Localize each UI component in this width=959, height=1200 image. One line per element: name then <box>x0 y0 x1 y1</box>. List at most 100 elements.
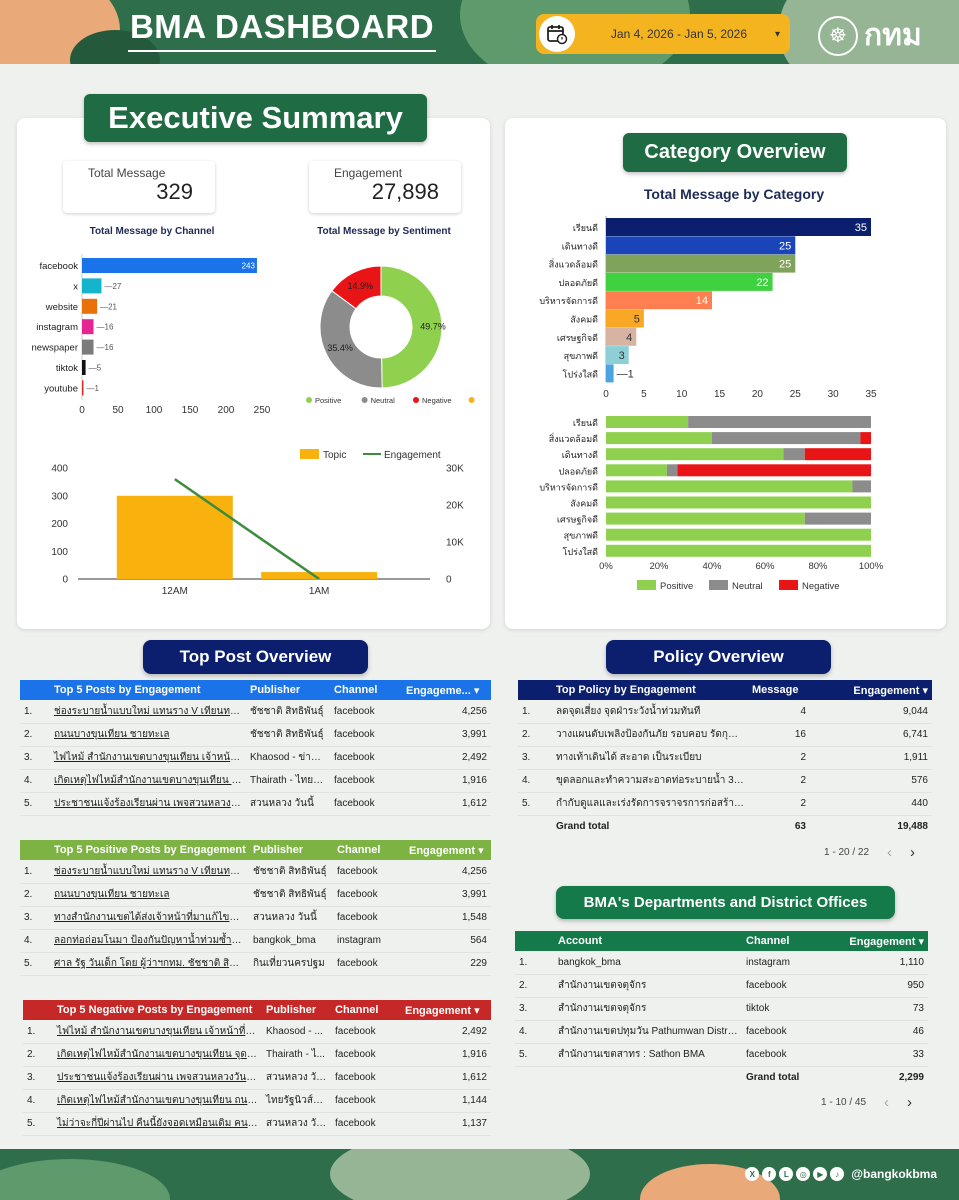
table-row[interactable]: 2. ถนนบางขุนเทียน ชายทะเล ชัชชาติ สิทธิพัน… <box>20 883 491 907</box>
column-header-publisher[interactable]: Publisher <box>250 684 301 696</box>
post-title-link[interactable]: เกิดเหตุไฟไหม้สำนักงานเขตบางขุนเทียน จุด… <box>50 769 246 793</box>
post-title-link[interactable]: ถนนบางขุนเทียน ชายทะเล <box>50 723 246 747</box>
prev-page-icon[interactable]: ‹ <box>884 1094 890 1111</box>
category-label: x <box>73 281 78 292</box>
column-header-post[interactable]: Top 5 Positive Posts by Engagement <box>54 844 246 856</box>
x-icon[interactable]: X <box>745 1167 760 1181</box>
social-handle[interactable]: @bangkokbma <box>851 1167 937 1181</box>
post-title-link[interactable]: ลอกท่อถ่อมโนมา ป้องกันปัญหาน้ำท่วมซ้ำซาก… <box>50 929 249 953</box>
post-title-link[interactable]: ช่องระบายน้ำแบบใหม่ แทนราง V เทียนทะเล 7 <box>50 860 249 884</box>
table-row[interactable]: 3. ประชาชนแจ้งร้องเรียนผ่าน เพจสวนหลวงวัน… <box>23 1066 491 1090</box>
tiktok-icon[interactable]: ♪ <box>830 1167 845 1181</box>
column-header-engagement[interactable]: Engagement ▾ <box>409 844 484 857</box>
stacked-bar-segment <box>606 432 712 445</box>
post-title-link[interactable]: ไม่ว่าจะกี่ปีผ่านไป คืนนี้ยังจอดเหมือนเด… <box>53 1112 262 1136</box>
table-row[interactable]: 5. สำนักงานเขตสาทร : Sathon BMA facebook 33 <box>515 1043 928 1067</box>
column-header-publisher[interactable]: Publisher <box>266 1004 317 1016</box>
column-header-message[interactable]: Message <box>752 684 799 696</box>
table-row[interactable]: 4. ลอกท่อถ่อมโนมา ป้องกันปัญหาน้ำท่วมซ้ำซ… <box>20 929 491 953</box>
table-row[interactable]: 4. เกิดเหตุไฟไหม้สำนักงานเขตบางขุนเทียน จ… <box>20 769 491 793</box>
column-header-channel[interactable]: Channel <box>335 1004 379 1016</box>
table-row[interactable]: 2. วางแผนดับเพลิงป้องกันภัย รอบคอบ รัดกุม… <box>518 723 932 747</box>
post-title-link[interactable]: ไฟไหม้ สำนักงานเขตบางขุนเทียน เจ้าหน้าที… <box>53 1020 262 1044</box>
table-row[interactable]: 3. ไฟไหม้ สำนักงานเขตบางขุนเทียน เจ้าหน้า… <box>20 746 491 770</box>
engagement-value: 2,492 <box>402 746 491 770</box>
sentiment-chart-title: Total Message by Sentiment <box>317 226 451 237</box>
next-page-icon[interactable]: › <box>907 1094 913 1111</box>
column-header-policy[interactable]: Top Policy by Engagement <box>556 684 696 696</box>
table-row[interactable]: 1. ไฟไหม้ สำนักงานเขตบางขุนเทียน เจ้าหน้า… <box>23 1020 491 1044</box>
category-label: instagram <box>36 322 78 333</box>
table-row[interactable]: 5. กำกับดูแลและเร่งรัดการจราจรการก่อสร้าง… <box>518 792 932 816</box>
engagement-value: 950 <box>838 974 928 998</box>
facebook-icon[interactable]: f <box>762 1167 777 1181</box>
row-index: 3. <box>20 906 50 930</box>
channel: facebook <box>333 883 405 907</box>
column-header-account[interactable]: Account <box>558 935 602 947</box>
account-name: bangkok_bma <box>554 951 742 975</box>
post-title-link[interactable]: เกิดเหตุไฟไหม้สำนักงานเขตบางขุนเทียน ถนน… <box>53 1089 262 1113</box>
column-header-engagement[interactable]: Engagement ▾ <box>405 1004 480 1017</box>
data-label: —27 <box>104 282 121 291</box>
channel: facebook <box>330 792 402 816</box>
publisher: สวนหลวง วันนี้ <box>249 906 333 930</box>
account-name: สำนักงานเขตปทุมวัน Pathumwan District ..… <box>554 1020 742 1044</box>
post-title-link[interactable]: ประชาชนแจ้งร้องเรียนผ่าน เพจสวนหลวงวันนี… <box>53 1066 262 1090</box>
table-row[interactable]: 1. bangkok_bma instagram 1,110 <box>515 951 928 975</box>
date-range-picker[interactable]: Jan 4, 2026 - Jan 5, 2026 ▾ <box>536 14 790 54</box>
post-title-link[interactable]: ประชาชนแจ้งร้องเรียนผ่าน เพจสวนหลวงวันนี… <box>50 792 246 816</box>
table-row[interactable]: 4. เกิดเหตุไฟไหม้สำนักงานเขตบางขุนเทียน ถ… <box>23 1089 491 1113</box>
line-icon[interactable]: L <box>779 1167 794 1181</box>
column-header-post[interactable]: Top 5 Negative Posts by Engagement <box>57 1004 253 1016</box>
pie-slice <box>331 265 382 310</box>
category-sentiment-stacked-chart: เรียนดีสิ่งแวดล้อมดีเดินทางดีปลอดภัยดีบร… <box>539 416 884 592</box>
table-row[interactable]: 5. ศาล รัฐ วันเด็ก โดย ผู้ว่าฯกทม. ชัชชาต… <box>20 952 491 976</box>
post-title-link[interactable]: ถนนบางขุนเทียน ชายทะเล <box>50 883 249 907</box>
social-links: X f L ◎ ▶ ♪ @bangkokbma <box>745 1167 937 1181</box>
table-row[interactable]: 2. เกิดเหตุไฟไหม้สำนักงานเขตบางขุนเทียน จ… <box>23 1043 491 1067</box>
next-page-icon[interactable]: › <box>910 844 916 861</box>
table-row[interactable]: 5. ไม่ว่าจะกี่ปีผ่านไป คืนนี้ยังจอดเหมือน… <box>23 1112 491 1136</box>
table-row[interactable]: 2. สำนักงานเขตจตุจักร facebook 950 <box>515 974 928 998</box>
table-row[interactable]: 1. ช่องระบายน้ำแบบใหม่ แทนราง V เทียนทะเล… <box>20 860 491 884</box>
row-index: 4. <box>23 1089 53 1113</box>
table-row[interactable]: 3. ทางสำนักงานเขตได้ส่งเจ้าหน้าที่มาแก้ไข… <box>20 906 491 930</box>
column-header-engagement[interactable]: Engagement ▾ <box>849 935 924 948</box>
table-row[interactable]: 2. ถนนบางขุนเทียน ชายทะเล ชัชชาติ สิทธิพัน… <box>20 723 491 747</box>
column-header-channel[interactable]: Channel <box>337 844 381 856</box>
column-header-engagement[interactable]: Engageme... ▾ <box>406 684 480 697</box>
table-row[interactable]: 4. สำนักงานเขตปทุมวัน Pathumwan District … <box>515 1020 928 1044</box>
post-title-link[interactable]: ไฟไหม้ สำนักงานเขตบางขุนเทียน เจ้าหน้าที… <box>50 746 246 770</box>
post-title-link[interactable]: ช่องระบายน้ำแบบใหม่ แทนราง V เทียนทะเล 7 <box>50 700 246 724</box>
column-header-channel[interactable]: Channel <box>746 935 790 947</box>
bar <box>606 346 629 365</box>
category-label: โปร่งใสดี <box>562 369 598 379</box>
stacked-bar-segment <box>804 448 871 461</box>
engagement-value: 2,492 <box>401 1020 491 1044</box>
table-row[interactable]: 4. ขุดลอกและทำความสะอาดท่อระบายน้ำ 3,000 … <box>518 769 932 793</box>
post-title-link[interactable]: เกิดเหตุไฟไหม้สำนักงานเขตบางขุนเทียน จุด… <box>53 1043 262 1067</box>
legend-swatch <box>413 397 419 403</box>
table-row[interactable]: 1. ลดจุดเสี่ยง จุดฝ่าระวังน้ำท่วมทันที 4 9,… <box>518 700 932 724</box>
youtube-icon[interactable]: ▶ <box>813 1167 828 1181</box>
table-row[interactable]: 3. ทางเท้าเดินได้ สะอาด เป็นระเบียบ 2 1,911 <box>518 746 932 770</box>
prev-page-icon[interactable]: ‹ <box>887 844 893 861</box>
post-title-link[interactable]: ศาล รัฐ วันเด็ก โดย ผู้ว่าฯกทม. ชัชชาติ … <box>50 952 249 976</box>
legend-label: Positive <box>315 396 341 405</box>
legend-swatch <box>361 397 368 403</box>
bar <box>606 291 712 310</box>
channel: facebook <box>331 1066 401 1090</box>
channel-chart-title: Total Message by Channel <box>89 226 215 237</box>
column-header-publisher[interactable]: Publisher <box>253 844 304 856</box>
stacked-bar-segment <box>666 464 678 477</box>
instagram-icon[interactable]: ◎ <box>796 1167 811 1181</box>
table-row[interactable]: 3. สำนักงานเขตจตุจักร tiktok 73 <box>515 997 928 1021</box>
category-label: website <box>45 302 78 313</box>
table-row[interactable]: 1. ช่องระบายน้ำแบบใหม่ แทนราง V เทียนทะเล… <box>20 700 491 724</box>
category-label: newspaper <box>32 343 78 354</box>
table-row[interactable]: 5. ประชาชนแจ้งร้องเรียนผ่าน เพจสวนหลวงวัน… <box>20 792 491 816</box>
post-title-link[interactable]: ทางสำนักงานเขตได้ส่งเจ้าหน้าที่มาแก้ไขปั… <box>50 906 249 930</box>
column-header-post[interactable]: Top 5 Posts by Engagement <box>54 684 201 696</box>
column-header-engagement[interactable]: Engagement ▾ <box>853 684 928 697</box>
column-header-channel[interactable]: Channel <box>334 684 378 696</box>
